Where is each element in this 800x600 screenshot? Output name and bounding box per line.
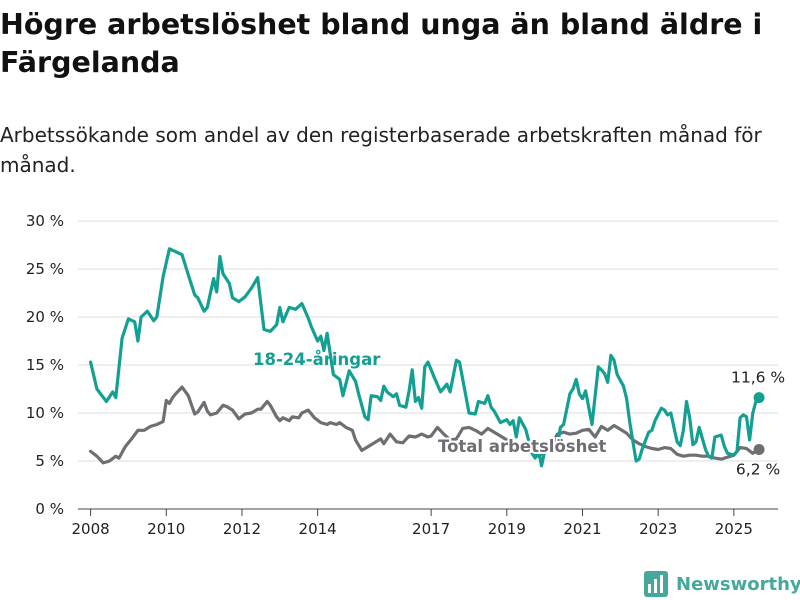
y-tick-label: 20 %	[26, 308, 64, 326]
y-tick-label: 30 %	[26, 212, 64, 230]
x-tick-label: 2017	[412, 520, 450, 538]
x-tick-label: 2021	[563, 520, 601, 538]
y-tick-label: 10 %	[26, 404, 64, 422]
chart-subtitle: Arbetssökande som andel av den registerb…	[0, 123, 762, 177]
x-tick-label: 2010	[147, 520, 185, 538]
axis-labels: 0 % 5 % 10 % 15 % 20 % 25 % 30 % 2008 2010 2012 20…	[26, 212, 753, 538]
end-value-label-young: 11,6 %	[731, 369, 785, 387]
y-tick-label: 0 %	[35, 500, 64, 518]
x-tick-label: 2012	[223, 520, 261, 538]
x-tick-label: 2008	[72, 520, 110, 538]
series-line-total	[89, 385, 761, 465]
end-marker-total	[753, 443, 765, 455]
newsworthy-logo-text: Newsworthy	[676, 573, 800, 595]
newsworthy-logo-icon	[644, 571, 668, 597]
end-value-label-total: 6,2 %	[736, 460, 780, 478]
grid-lines	[78, 220, 778, 510]
y-tick-label: 15 %	[26, 356, 64, 374]
end-marker-young	[753, 392, 765, 404]
series-labels: 11,6 % 6,2 % 18-24-åringar Total arbetslösh…	[253, 350, 785, 478]
x-tick-label: 2025	[715, 520, 753, 538]
series-line-young	[89, 247, 761, 468]
newsworthy-logo[interactable]: Newsworthy	[644, 569, 800, 599]
chart-title: Högre arbetslöshet bland unga än bland ä…	[0, 8, 763, 79]
x-tick-label: 2014	[299, 520, 337, 538]
y-tick-label: 25 %	[26, 260, 64, 278]
x-tick-label: 2019	[488, 520, 526, 538]
y-tick-label: 5 %	[35, 452, 64, 470]
series-label-young: 18-24-åringar	[253, 350, 381, 369]
series-label-total: Total arbetslöshet	[438, 437, 607, 456]
series-lines	[89, 247, 761, 468]
x-tick-label: 2023	[639, 520, 677, 538]
